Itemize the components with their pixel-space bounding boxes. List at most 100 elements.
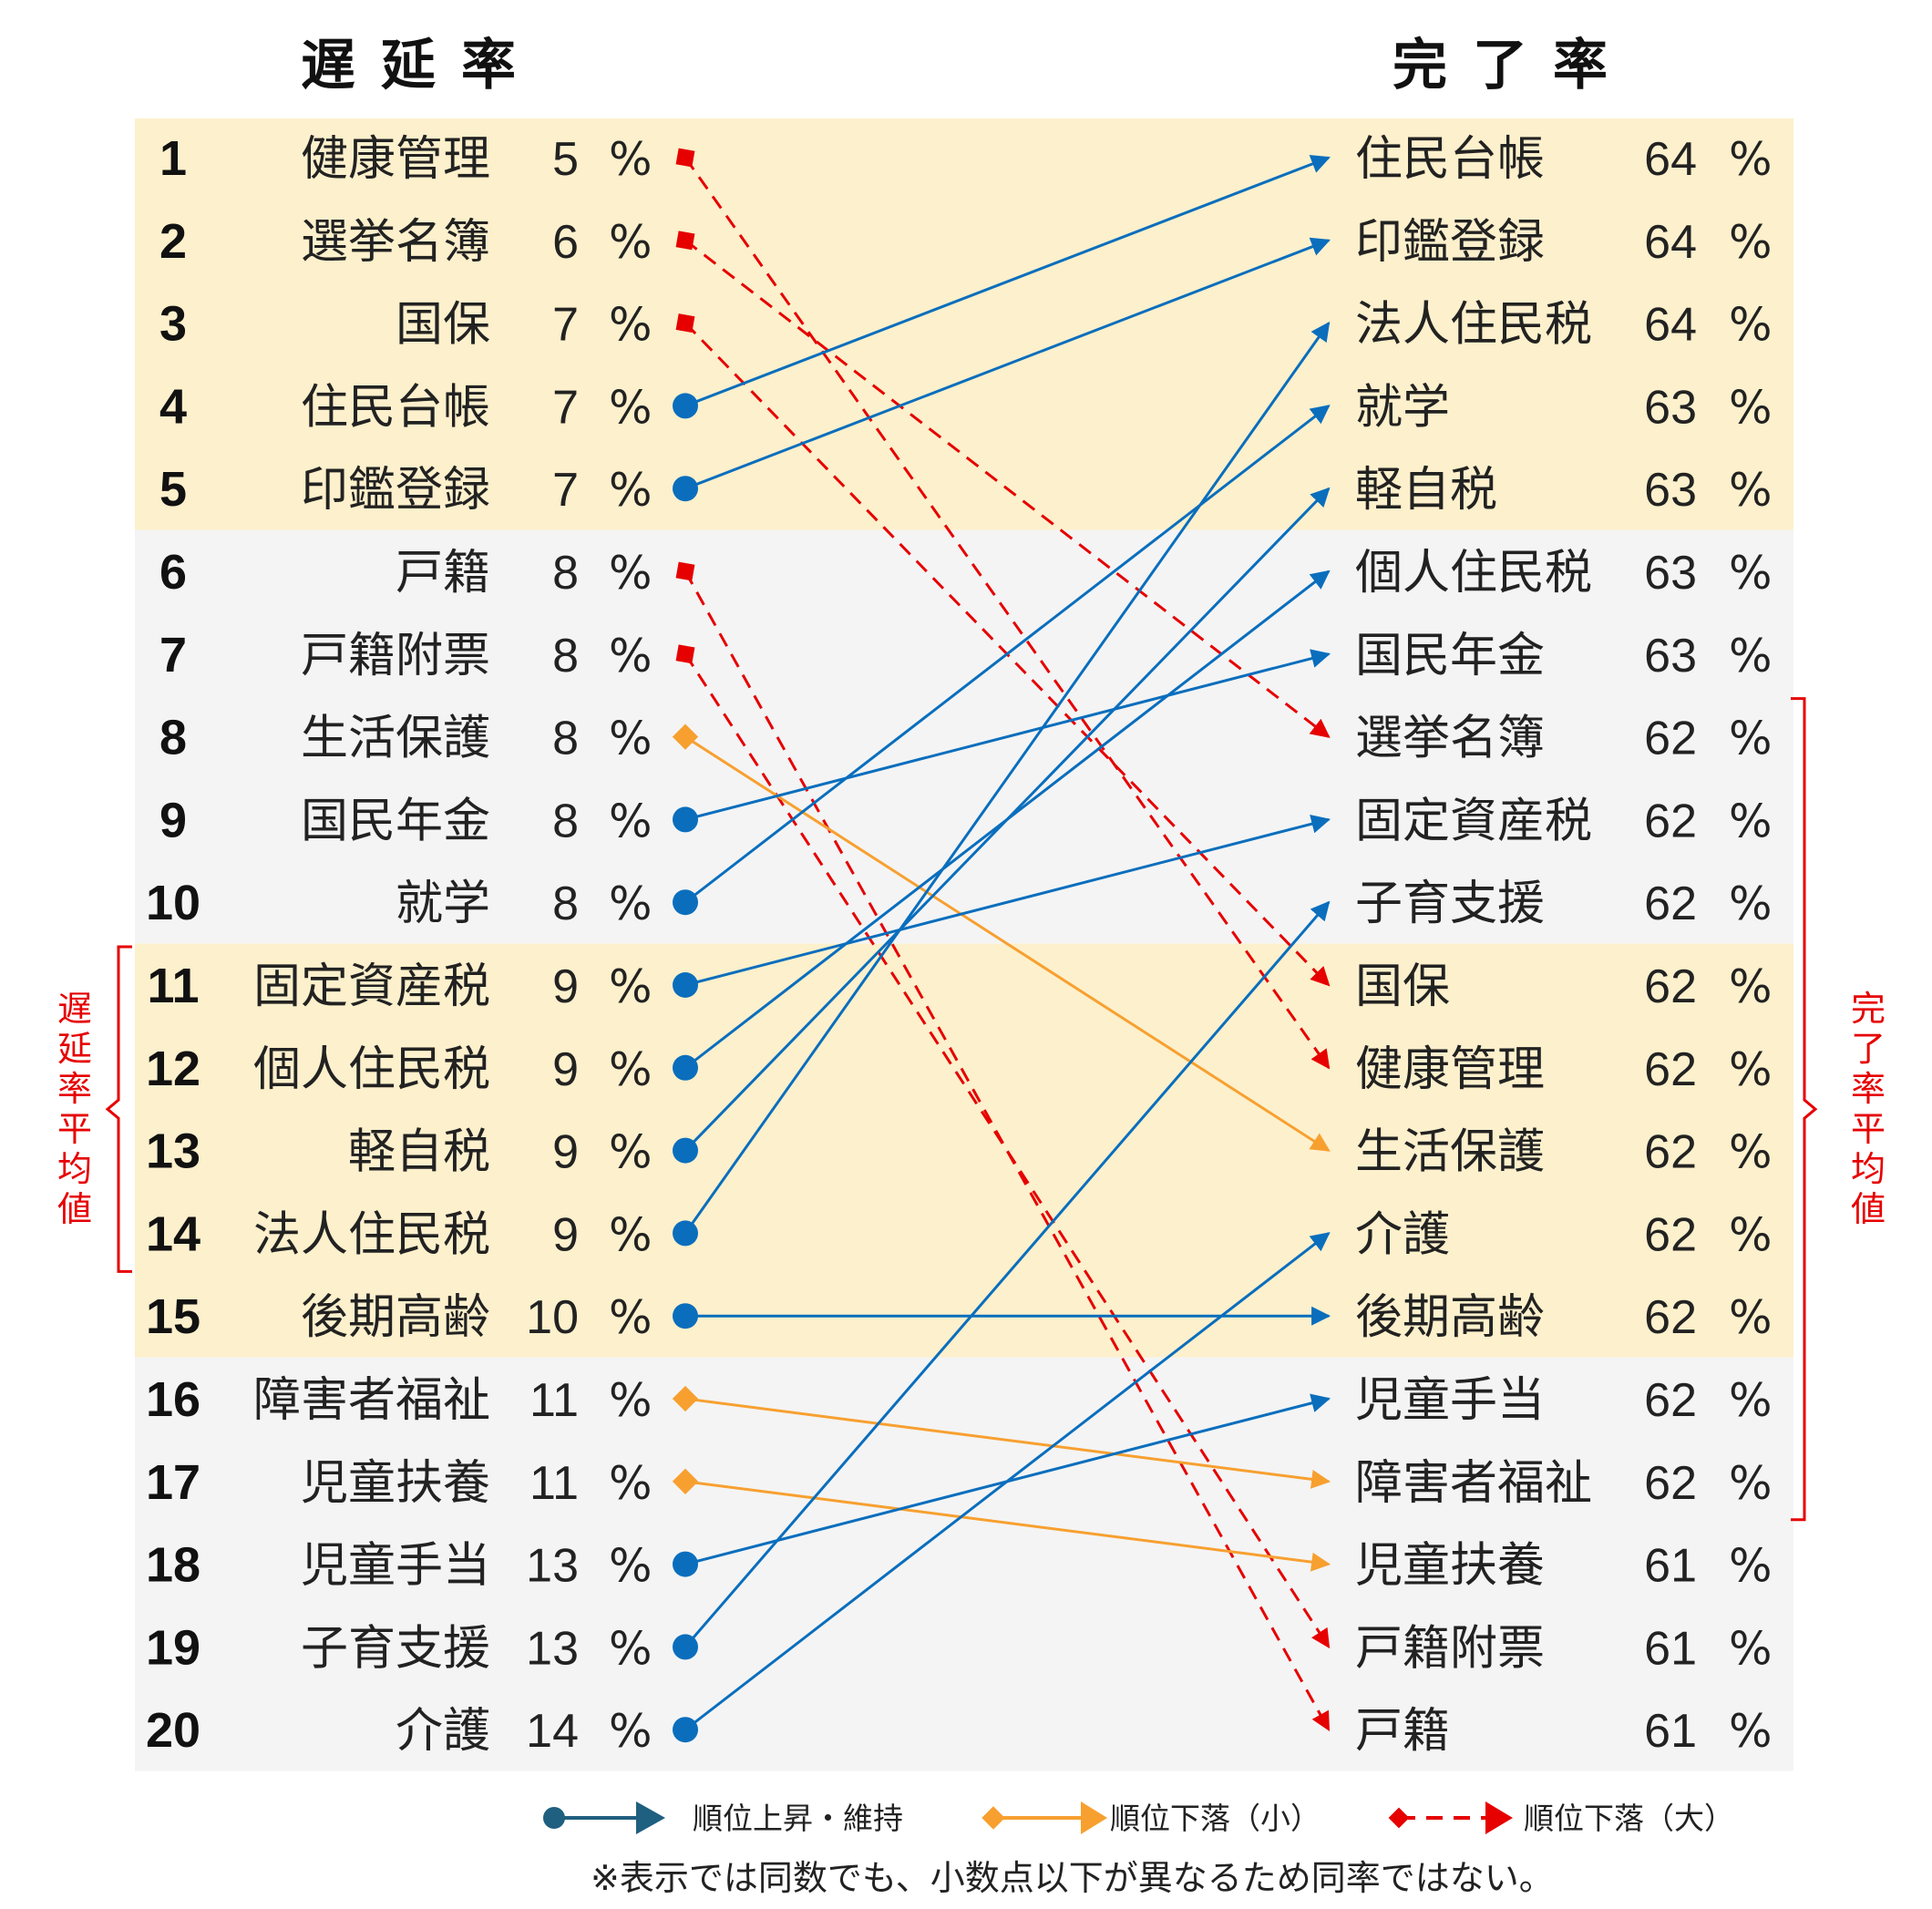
legend-rise-arrowhead	[636, 1801, 665, 1834]
right-item-name: 選挙名簿	[1355, 712, 1545, 766]
rank-label: 6	[159, 545, 187, 600]
right-item-name: 国保	[1355, 960, 1450, 1014]
right-item-value: 62	[1644, 1374, 1697, 1427]
right-item-name: 生活保護	[1355, 1125, 1545, 1180]
right-item-name: 軽自税	[1355, 463, 1497, 518]
right-item-value: 62	[1644, 1457, 1697, 1510]
right-item-name: 健康管理	[1355, 1042, 1545, 1097]
left-item-unit: %	[609, 464, 653, 517]
right-item-value: 61	[1644, 1705, 1697, 1758]
right-item-unit: %	[1729, 547, 1773, 600]
legend-drop-small-diamond	[981, 1806, 1005, 1830]
right-item-name: 児童手当	[1355, 1373, 1545, 1428]
row-bands	[135, 118, 1793, 1771]
right-item-name: 個人住民税	[1355, 546, 1592, 600]
marker-dot-4	[673, 393, 698, 419]
rank-label: 7	[159, 628, 187, 683]
marker-dot-15	[673, 1303, 698, 1329]
right-item-unit: %	[1729, 381, 1773, 434]
legend-drop-large-diamond	[1388, 1807, 1410, 1829]
left-item-unit: %	[609, 1374, 653, 1427]
left-item-name: 生活保護	[301, 712, 490, 766]
legend-rise-label: 順位上昇・維持	[693, 1801, 903, 1836]
right-item-unit: %	[1729, 464, 1773, 517]
rank-label: 10	[146, 876, 200, 930]
left-item-value: 5	[552, 133, 579, 186]
right-item-unit: %	[1729, 1208, 1773, 1261]
right-item-unit: %	[1729, 630, 1773, 683]
right-item-value: 64	[1644, 216, 1697, 269]
legend-drop-large-arrowhead	[1485, 1801, 1513, 1834]
rank-links	[672, 148, 1331, 1743]
right-item-unit: %	[1729, 1622, 1773, 1675]
link-6-to-20	[683, 570, 1331, 1732]
marker-dot-12	[673, 1054, 698, 1081]
rank-label: 13	[146, 1124, 200, 1179]
rank-label: 16	[146, 1372, 200, 1427]
right-item-value: 62	[1644, 878, 1697, 930]
right-item-value: 63	[1644, 464, 1697, 517]
marker-square-1	[675, 148, 695, 168]
left-item-unit: %	[609, 547, 653, 600]
marker-dot-14	[673, 1220, 698, 1247]
right-item-name: 固定資産税	[1355, 794, 1592, 848]
right-item-unit: %	[1729, 960, 1773, 1013]
left-item-name: 児童手当	[301, 1539, 490, 1594]
right-item-value: 63	[1644, 630, 1697, 683]
right-item-unit: %	[1729, 133, 1773, 186]
link-4-to-1	[684, 155, 1331, 407]
rank-label: 19	[146, 1620, 200, 1675]
link-13-to-5	[683, 487, 1331, 1152]
rank-label: 18	[146, 1538, 200, 1593]
link-8-to-13	[684, 735, 1331, 1152]
right-item-unit: %	[1729, 1043, 1773, 1096]
left-item-value: 8	[552, 547, 579, 600]
right-item-unit: %	[1729, 216, 1773, 269]
right-item-value: 62	[1644, 1291, 1697, 1344]
left-item-unit: %	[609, 1705, 653, 1758]
right-item-name: 児童扶養	[1355, 1539, 1545, 1594]
right-item-name: 子育支援	[1355, 877, 1545, 931]
right-item-unit: %	[1729, 1705, 1773, 1758]
footnote: ※表示では同数でも、小数点以下が異なるため同率ではない。	[591, 1858, 1554, 1898]
link-14-to-3	[683, 321, 1331, 1235]
link-11-to-9	[684, 814, 1331, 987]
left-item-unit: %	[609, 299, 653, 352]
left-item-unit: %	[609, 216, 653, 269]
left-item-unit: %	[609, 878, 653, 930]
right-item-unit: %	[1729, 795, 1773, 847]
right-item-value: 61	[1644, 1540, 1697, 1593]
right-item-value: 62	[1644, 1208, 1697, 1261]
right-item-name: 戸籍	[1355, 1704, 1450, 1759]
left-item-name: 障害者福祉	[253, 1373, 490, 1428]
rank-label: 12	[146, 1042, 200, 1096]
rank-label: 9	[159, 793, 187, 847]
right-item-name: 就学	[1355, 380, 1450, 435]
marker-diamond-8	[672, 724, 699, 750]
left-average-bracket	[105, 945, 132, 1273]
row-labels: 1 健康管理 5 % 2 選挙名簿 6 % 3 国保 7 % 4 住民台帳 7 % 5 印鑑登録 7 % 6 戸籍 8 % 7 戸…	[146, 131, 1773, 1759]
left-item-unit: %	[609, 960, 653, 1013]
band-group-1	[135, 118, 1793, 530]
left-item-value: 11	[529, 1374, 579, 1427]
right-item-name: 戸籍附票	[1355, 1621, 1545, 1676]
left-item-value: 7	[552, 464, 579, 517]
right-item-name: 印鑑登録	[1355, 215, 1545, 270]
link-17-to-18	[684, 1480, 1331, 1572]
rank-label: 15	[146, 1289, 200, 1344]
left-item-value: 8	[552, 878, 579, 930]
right-item-name: 介護	[1355, 1207, 1450, 1262]
left-item-name: 固定資産税	[253, 960, 490, 1014]
right-average-bracket	[1791, 697, 1818, 1522]
band-group-3	[135, 943, 1793, 1358]
link-19-to-10	[683, 900, 1331, 1648]
left-item-name: 戸籍	[396, 546, 490, 600]
legend-rise-dot	[543, 1807, 565, 1829]
left-item-unit: %	[609, 1126, 653, 1179]
left-item-unit: %	[609, 630, 653, 683]
band-group-4	[135, 1357, 1793, 1771]
left-item-unit: %	[609, 1457, 653, 1510]
right-header: 完了率	[1392, 34, 1633, 98]
link-5-to-2	[684, 237, 1331, 490]
